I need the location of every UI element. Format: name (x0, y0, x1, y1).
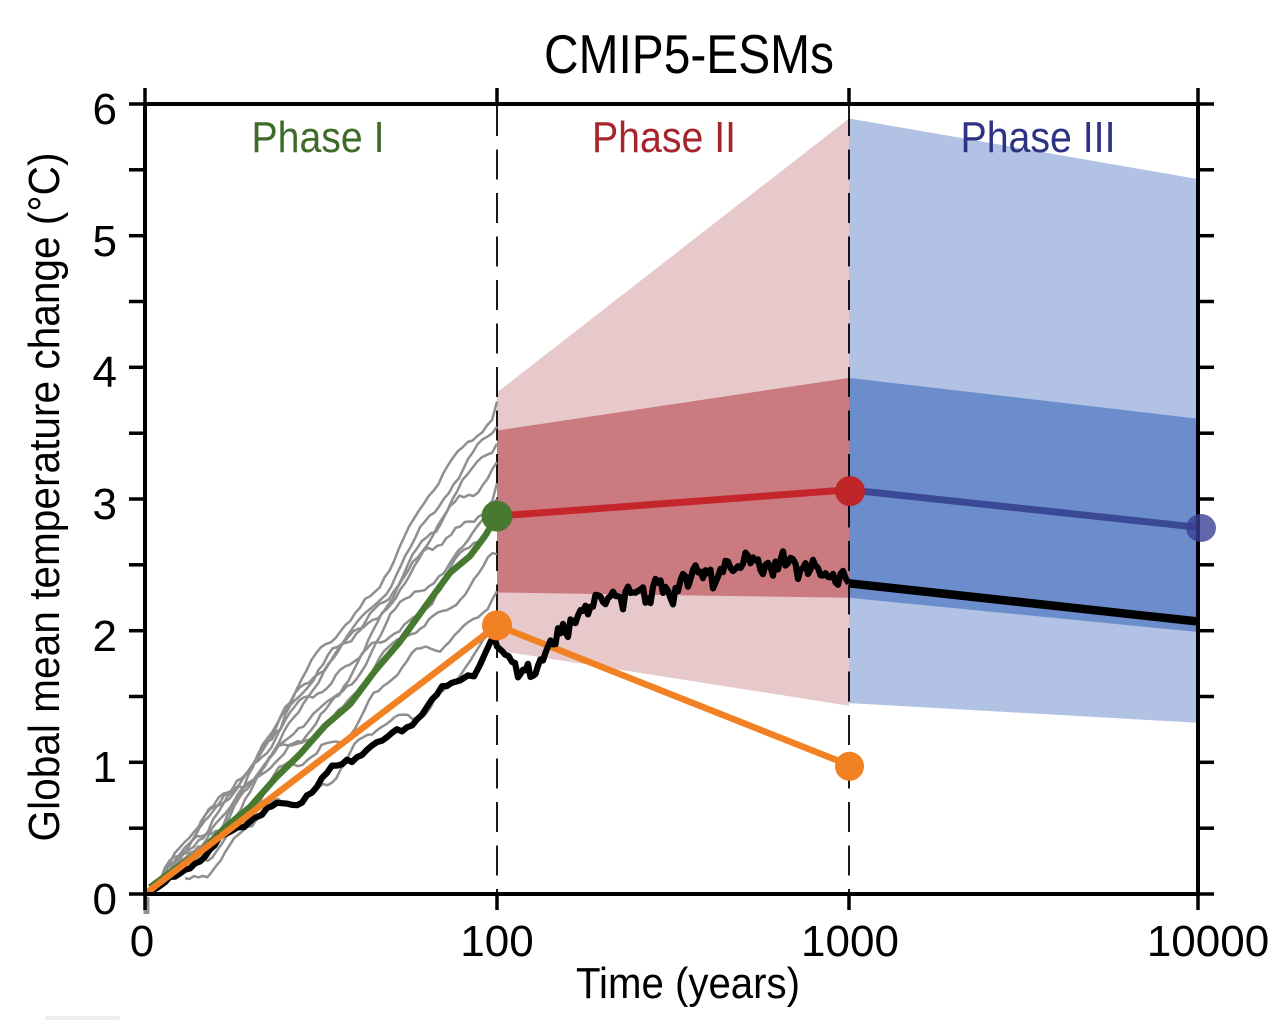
svg-text:1000: 1000 (801, 917, 899, 966)
svg-text:4: 4 (93, 348, 117, 397)
svg-text:0: 0 (130, 917, 154, 966)
svg-text:CMIP5-ESMs: CMIP5-ESMs (544, 23, 834, 85)
svg-text:10000: 10000 (1147, 917, 1269, 966)
svg-text:Global mean temperature change: Global mean temperature change (°C) (20, 153, 69, 842)
svg-text:Phase I: Phase I (252, 113, 385, 162)
svg-text:1: 1 (93, 743, 117, 792)
svg-text:6: 6 (93, 85, 117, 134)
svg-text:Phase III: Phase III (961, 113, 1116, 162)
svg-text:Phase II: Phase II (592, 113, 736, 162)
svg-text:5: 5 (93, 217, 117, 266)
svg-text:3: 3 (93, 480, 117, 529)
svg-text:2: 2 (93, 612, 117, 661)
svg-text:100: 100 (460, 917, 533, 966)
svg-text:Time (years): Time (years) (576, 959, 800, 1008)
svg-text:0: 0 (93, 875, 117, 924)
